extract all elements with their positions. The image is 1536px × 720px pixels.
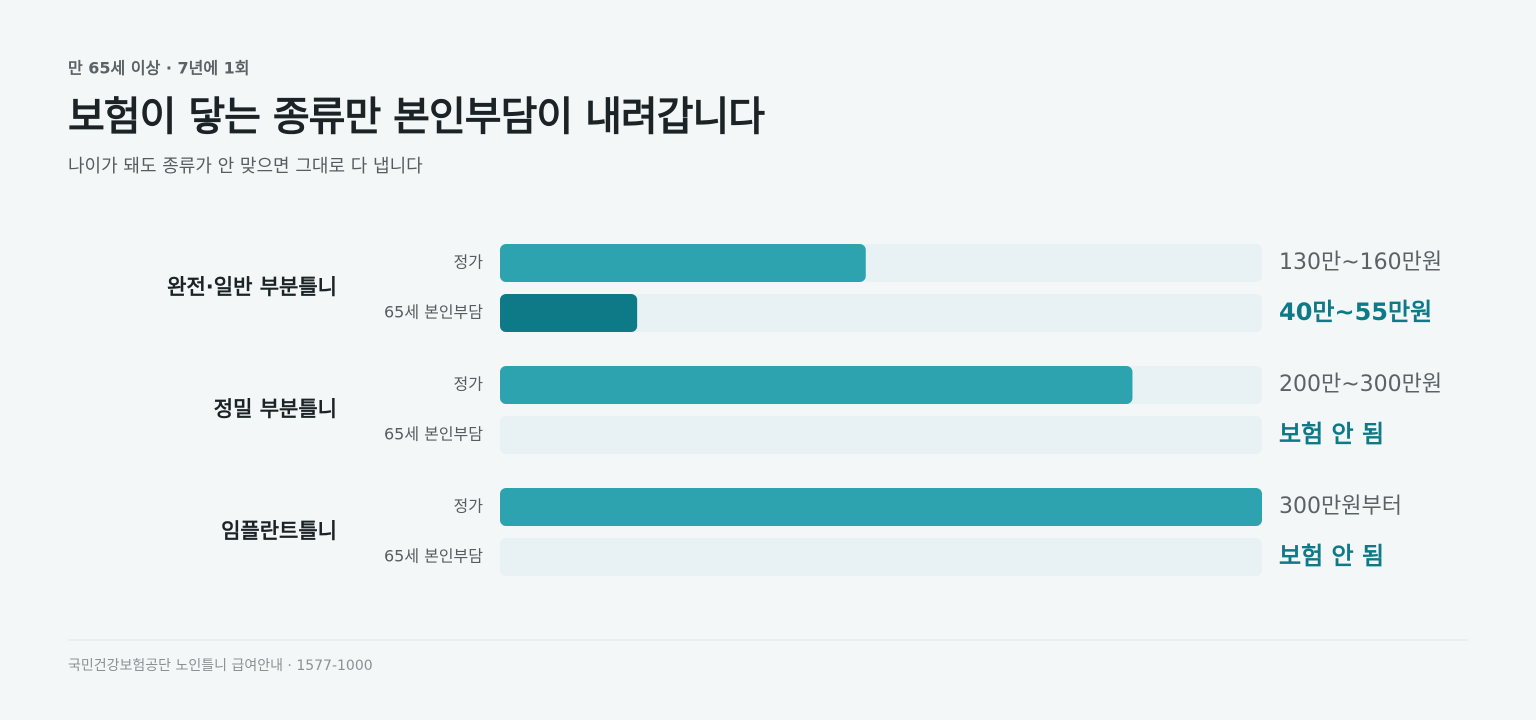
bar-track — [500, 294, 1262, 332]
value-label: 130만~160만원 — [1279, 250, 1442, 275]
value-label: 보험 안 됨 — [1279, 420, 1384, 448]
series-label: 정가 — [454, 497, 484, 516]
bar — [500, 244, 866, 282]
eyebrow: 만 65세 이상 · 7년에 1회 — [68, 59, 250, 78]
bar — [500, 366, 1133, 404]
series-label: 정가 — [454, 253, 484, 272]
bar-track — [500, 538, 1262, 576]
bar — [500, 488, 1262, 526]
bar-track — [500, 416, 1262, 454]
chart-title: 보험이 닿는 종류만 본인부담이 내려갑니다 — [68, 94, 765, 140]
value-label: 보험 안 됨 — [1279, 542, 1384, 570]
value-label: 300만원부터 — [1279, 494, 1402, 519]
value-label: 200만~300만원 — [1279, 372, 1442, 397]
bar — [500, 294, 638, 332]
source: 국민건강보험공단 노인틀니 급여안내 · 1577-1000 — [68, 658, 373, 674]
category-label: 완전·일반 부분틀니 — [167, 275, 337, 299]
category-label: 정밀 부분틀니 — [214, 397, 337, 421]
series-label: 정가 — [454, 375, 484, 394]
series-label: 65세 본인부담 — [384, 547, 483, 566]
series-label: 65세 본인부담 — [384, 303, 483, 322]
category-label: 임플란트틀니 — [221, 519, 337, 543]
series-label: 65세 본인부담 — [384, 425, 483, 444]
value-label: 40만~55만원 — [1279, 298, 1432, 326]
subtitle: 나이가 돼도 종류가 안 맞으면 그대로 다 냅니다 — [68, 156, 423, 177]
